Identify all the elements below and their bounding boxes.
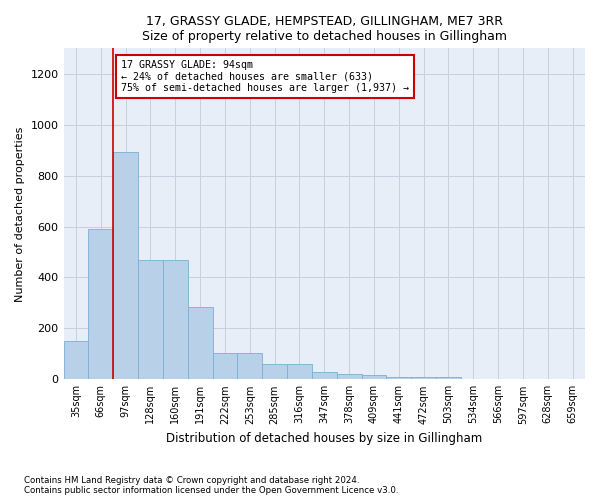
Bar	[64, 340, 88, 380]
Bar	[411, 377, 436, 380]
Text: Contains HM Land Registry data © Crown copyright and database right 2024.
Contai: Contains HM Land Registry data © Crown c…	[24, 476, 398, 495]
Y-axis label: Number of detached properties: Number of detached properties	[15, 126, 25, 302]
Bar	[337, 374, 362, 380]
Bar	[312, 372, 337, 380]
Bar	[188, 306, 212, 380]
Bar	[212, 352, 238, 380]
Bar	[88, 229, 113, 380]
Bar	[287, 364, 312, 380]
Bar	[238, 353, 262, 380]
Bar	[262, 364, 287, 380]
X-axis label: Distribution of detached houses by size in Gillingham: Distribution of detached houses by size …	[166, 432, 482, 445]
Bar	[386, 377, 411, 380]
Bar	[436, 378, 461, 380]
Bar	[163, 260, 188, 380]
Bar	[113, 152, 138, 380]
Text: 17 GRASSY GLADE: 94sqm
← 24% of detached houses are smaller (633)
75% of semi-de: 17 GRASSY GLADE: 94sqm ← 24% of detached…	[121, 60, 409, 93]
Bar	[362, 376, 386, 380]
Bar	[138, 260, 163, 380]
Title: 17, GRASSY GLADE, HEMPSTEAD, GILLINGHAM, ME7 3RR
Size of property relative to de: 17, GRASSY GLADE, HEMPSTEAD, GILLINGHAM,…	[142, 15, 507, 43]
